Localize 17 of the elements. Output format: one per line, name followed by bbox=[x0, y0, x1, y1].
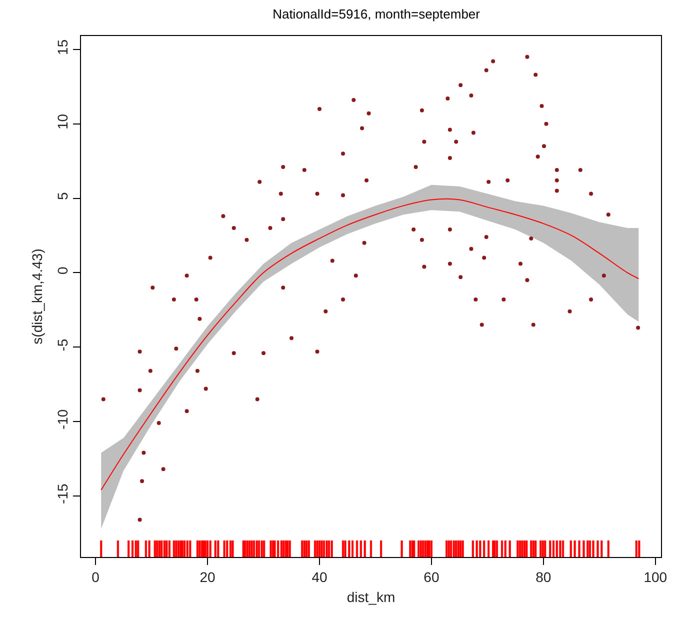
line-series bbox=[100, 198, 640, 491]
y-tick-label: -5 bbox=[54, 338, 70, 352]
y-tick-label: 10 bbox=[54, 114, 70, 130]
chart-title: NationalId=5916, month=september bbox=[272, 6, 481, 22]
y-tick-label: -15 bbox=[54, 484, 70, 504]
x-tick-label: 40 bbox=[312, 568, 328, 585]
x-tick-label: 20 bbox=[200, 568, 216, 585]
y-tick-label: 15 bbox=[54, 39, 70, 56]
y-tick-label: 0 bbox=[54, 266, 70, 274]
y-axis-title: s(dist_km,4.43) bbox=[29, 248, 45, 344]
x-tick-label: 0 bbox=[92, 568, 100, 585]
y-tick-label: 5 bbox=[54, 192, 70, 200]
x-tick-label: 100 bbox=[644, 568, 668, 585]
x-axis-title: dist_km bbox=[346, 589, 396, 606]
x-tick-label: 60 bbox=[424, 568, 440, 585]
y-tick-label: -10 bbox=[54, 409, 70, 430]
x-tick-label: 80 bbox=[536, 568, 552, 585]
